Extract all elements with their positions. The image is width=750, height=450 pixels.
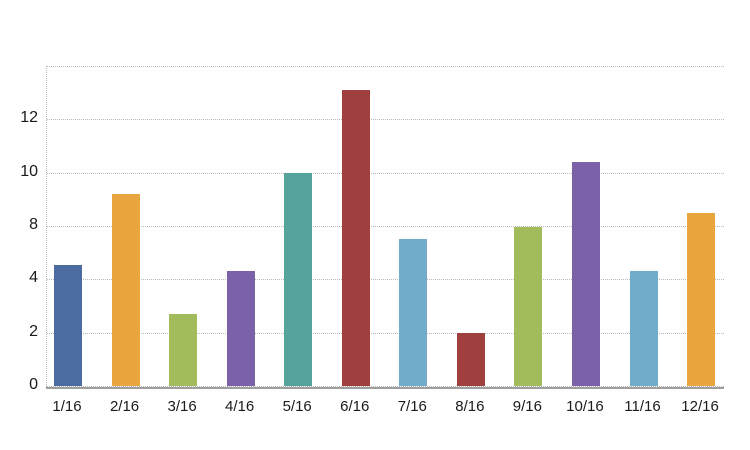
bar-10-16: [571, 162, 600, 386]
bar-11-16: [629, 271, 658, 386]
bar-3-16: [169, 314, 198, 386]
plot-area: [46, 66, 724, 387]
bar-12-16: [687, 212, 716, 386]
y-tick-label-0: 0: [29, 376, 38, 393]
bar-9-16: [514, 227, 543, 386]
gridline-12: [47, 66, 724, 67]
bar-6-16: [341, 90, 370, 386]
gridline-4: [47, 279, 724, 281]
bar-2-16: [111, 194, 140, 386]
y-tick-label-4: 4: [29, 269, 38, 287]
bar-8-16: [456, 332, 485, 386]
x-tick-label-2-16: 2/16: [109, 398, 140, 415]
y-tick-label-8: 8: [29, 216, 38, 233]
gridline-6: [47, 226, 724, 227]
bar-1-16: [54, 264, 82, 386]
x-axis-line: [46, 387, 724, 389]
bar-4-16: [226, 271, 255, 386]
y-tick-label-10: 10: [20, 162, 38, 180]
y-tick-label-2: 2: [29, 322, 38, 340]
gridline-2: [47, 332, 724, 334]
x-tick-label-9-16: 9/16: [512, 398, 542, 415]
x-tick-label-4-16: 4/16: [225, 398, 255, 415]
x-tick-label-10-16: 10/16: [566, 398, 604, 415]
x-tick-label-3-16: 3/16: [167, 398, 197, 415]
x-tick-label-1-16: 1/16: [52, 398, 82, 415]
bar-7-16: [399, 239, 428, 386]
gridline-10: [47, 119, 724, 121]
x-tick-label-6-16: 6/16: [340, 398, 370, 415]
x-tick-label-7-16: 7/16: [397, 398, 427, 415]
gridline-8: [47, 172, 724, 174]
x-tick-label-8-16: 8/16: [455, 398, 485, 415]
x-tick-label-11-16: 11/16: [624, 398, 661, 415]
bar-5-16: [284, 172, 313, 386]
x-tick-label-12-16: 12/16: [681, 398, 719, 415]
y-tick-label-12: 12: [20, 109, 38, 127]
x-tick-label-5-16: 5/16: [282, 398, 312, 415]
